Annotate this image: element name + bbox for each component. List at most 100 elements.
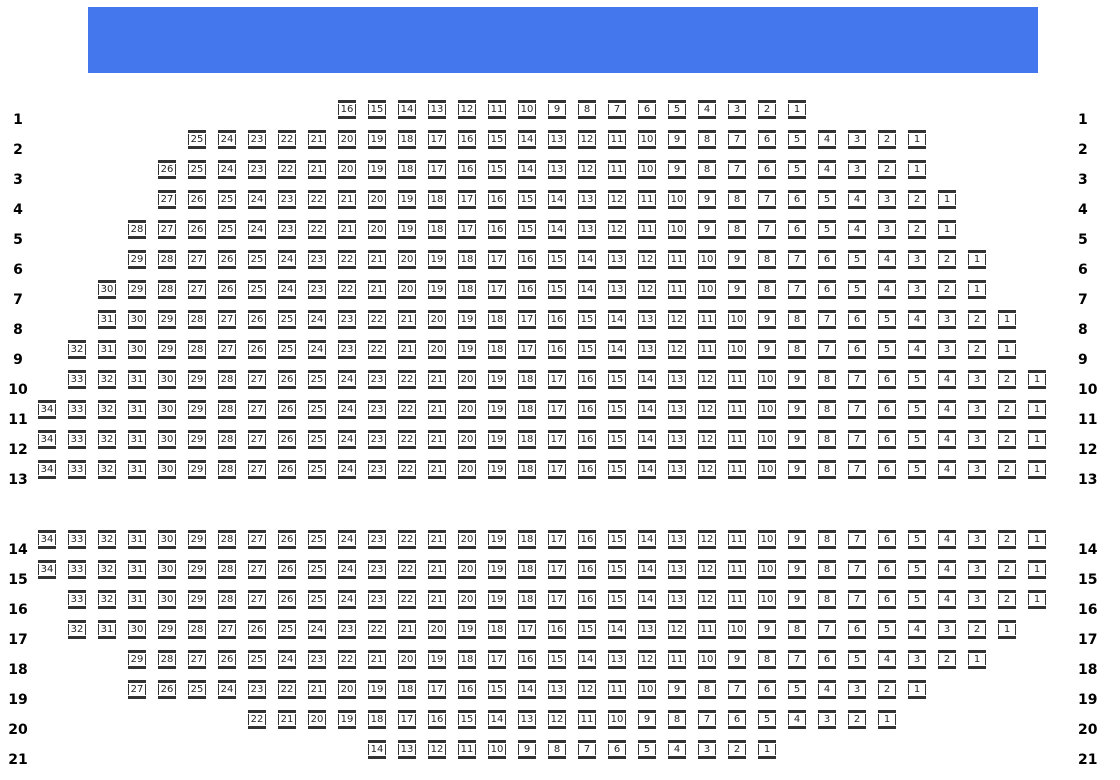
- seat-row-4-1[interactable]: 1: [938, 190, 956, 209]
- seat-row-5-28[interactable]: 28: [128, 220, 146, 239]
- seat-row-18-3[interactable]: 3: [908, 650, 926, 669]
- seat-row-2-17[interactable]: 17: [428, 130, 446, 149]
- seat-row-10-23[interactable]: 23: [368, 370, 386, 389]
- seat-row-18-18[interactable]: 18: [458, 650, 476, 669]
- seat-row-18-9[interactable]: 9: [728, 650, 746, 669]
- seat-row-10-2[interactable]: 2: [998, 370, 1016, 389]
- seat-row-6-23[interactable]: 23: [308, 250, 326, 269]
- seat-row-19-6[interactable]: 6: [758, 680, 776, 699]
- seat-row-13-33[interactable]: 33: [68, 460, 86, 479]
- seat-row-10-27[interactable]: 27: [248, 370, 266, 389]
- seat-row-12-23[interactable]: 23: [368, 430, 386, 449]
- seat-row-17-14[interactable]: 14: [608, 620, 626, 639]
- seat-row-14-1[interactable]: 1: [1028, 530, 1046, 549]
- seat-row-9-1[interactable]: 1: [998, 340, 1016, 359]
- seat-row-19-12[interactable]: 12: [578, 680, 596, 699]
- seat-row-7-18[interactable]: 18: [458, 280, 476, 299]
- seat-row-12-13[interactable]: 13: [668, 430, 686, 449]
- seat-row-12-18[interactable]: 18: [518, 430, 536, 449]
- seat-row-12-5[interactable]: 5: [908, 430, 926, 449]
- seat-row-21-5[interactable]: 5: [638, 740, 656, 759]
- seat-row-1-2[interactable]: 2: [758, 100, 776, 119]
- seat-row-14-20[interactable]: 20: [458, 530, 476, 549]
- seat-row-1-7[interactable]: 7: [608, 100, 626, 119]
- seat-row-7-12[interactable]: 12: [638, 280, 656, 299]
- seat-row-10-3[interactable]: 3: [968, 370, 986, 389]
- seat-row-11-6[interactable]: 6: [878, 400, 896, 419]
- seat-row-19-25[interactable]: 25: [188, 680, 206, 699]
- seat-row-10-29[interactable]: 29: [188, 370, 206, 389]
- seat-row-16-28[interactable]: 28: [218, 590, 236, 609]
- seat-row-4-27[interactable]: 27: [158, 190, 176, 209]
- seat-row-17-2[interactable]: 2: [968, 620, 986, 639]
- seat-row-16-13[interactable]: 13: [668, 590, 686, 609]
- seat-row-19-14[interactable]: 14: [518, 680, 536, 699]
- seat-row-7-22[interactable]: 22: [338, 280, 356, 299]
- seat-row-10-8[interactable]: 8: [818, 370, 836, 389]
- seat-row-18-22[interactable]: 22: [338, 650, 356, 669]
- seat-row-10-30[interactable]: 30: [158, 370, 176, 389]
- seat-row-5-25[interactable]: 25: [218, 220, 236, 239]
- seat-row-6-24[interactable]: 24: [278, 250, 296, 269]
- seat-row-15-22[interactable]: 22: [398, 560, 416, 579]
- seat-row-10-25[interactable]: 25: [308, 370, 326, 389]
- seat-row-2-11[interactable]: 11: [608, 130, 626, 149]
- seat-row-15-32[interactable]: 32: [98, 560, 116, 579]
- seat-row-16-21[interactable]: 21: [428, 590, 446, 609]
- seat-row-5-3[interactable]: 3: [878, 220, 896, 239]
- seat-row-3-11[interactable]: 11: [608, 160, 626, 179]
- seat-row-10-15[interactable]: 15: [608, 370, 626, 389]
- seat-row-7-1[interactable]: 1: [968, 280, 986, 299]
- seat-row-2-21[interactable]: 21: [308, 130, 326, 149]
- seat-row-20-21[interactable]: 21: [278, 710, 296, 729]
- seat-row-19-9[interactable]: 9: [668, 680, 686, 699]
- seat-row-12-2[interactable]: 2: [998, 430, 1016, 449]
- seat-row-20-9[interactable]: 9: [638, 710, 656, 729]
- seat-row-12-33[interactable]: 33: [68, 430, 86, 449]
- seat-row-6-3[interactable]: 3: [908, 250, 926, 269]
- seat-row-3-2[interactable]: 2: [878, 160, 896, 179]
- seat-row-13-26[interactable]: 26: [278, 460, 296, 479]
- seat-row-1-4[interactable]: 4: [698, 100, 716, 119]
- seat-row-8-31[interactable]: 31: [98, 310, 116, 329]
- seat-row-19-5[interactable]: 5: [788, 680, 806, 699]
- seat-row-12-32[interactable]: 32: [98, 430, 116, 449]
- seat-row-19-15[interactable]: 15: [488, 680, 506, 699]
- seat-row-4-12[interactable]: 12: [608, 190, 626, 209]
- seat-row-3-23[interactable]: 23: [248, 160, 266, 179]
- seat-row-14-16[interactable]: 16: [578, 530, 596, 549]
- seat-row-18-23[interactable]: 23: [308, 650, 326, 669]
- seat-row-17-6[interactable]: 6: [848, 620, 866, 639]
- seat-row-10-1[interactable]: 1: [1028, 370, 1046, 389]
- seat-row-13-18[interactable]: 18: [518, 460, 536, 479]
- seat-row-9-16[interactable]: 16: [548, 340, 566, 359]
- seat-row-16-10[interactable]: 10: [758, 590, 776, 609]
- seat-row-1-11[interactable]: 11: [488, 100, 506, 119]
- seat-row-2-6[interactable]: 6: [758, 130, 776, 149]
- seat-row-3-25[interactable]: 25: [188, 160, 206, 179]
- seat-row-19-8[interactable]: 8: [698, 680, 716, 699]
- seat-row-6-27[interactable]: 27: [188, 250, 206, 269]
- seat-row-15-27[interactable]: 27: [248, 560, 266, 579]
- seat-row-15-20[interactable]: 20: [458, 560, 476, 579]
- seat-row-9-4[interactable]: 4: [908, 340, 926, 359]
- seat-row-2-1[interactable]: 1: [908, 130, 926, 149]
- seat-row-21-4[interactable]: 4: [668, 740, 686, 759]
- seat-row-15-1[interactable]: 1: [1028, 560, 1046, 579]
- seat-row-17-13[interactable]: 13: [638, 620, 656, 639]
- seat-row-8-3[interactable]: 3: [938, 310, 956, 329]
- seat-row-1-8[interactable]: 8: [578, 100, 596, 119]
- seat-row-13-6[interactable]: 6: [878, 460, 896, 479]
- seat-row-5-2[interactable]: 2: [908, 220, 926, 239]
- seat-row-11-5[interactable]: 5: [908, 400, 926, 419]
- seat-row-13-3[interactable]: 3: [968, 460, 986, 479]
- seat-row-9-10[interactable]: 10: [728, 340, 746, 359]
- seat-row-5-12[interactable]: 12: [608, 220, 626, 239]
- seat-row-15-24[interactable]: 24: [338, 560, 356, 579]
- seat-row-15-4[interactable]: 4: [938, 560, 956, 579]
- seat-row-12-24[interactable]: 24: [338, 430, 356, 449]
- seat-row-14-24[interactable]: 24: [338, 530, 356, 549]
- seat-row-11-15[interactable]: 15: [608, 400, 626, 419]
- seat-row-9-26[interactable]: 26: [248, 340, 266, 359]
- seat-row-6-4[interactable]: 4: [878, 250, 896, 269]
